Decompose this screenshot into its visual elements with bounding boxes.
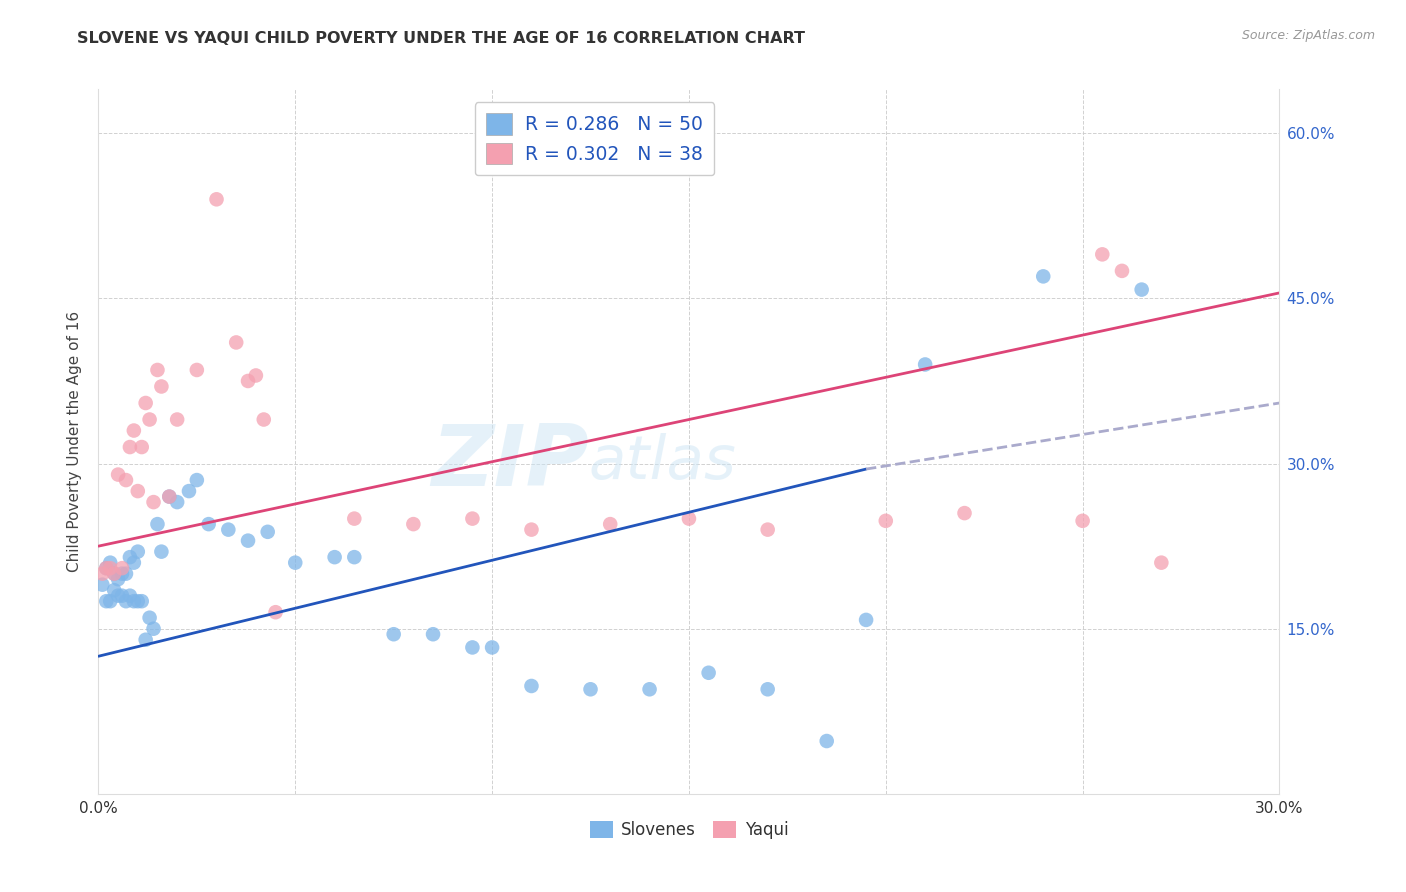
Point: [236, 374, 259, 388]
Point: [382, 627, 405, 641]
Point: [91, 566, 114, 581]
Point: [914, 358, 936, 372]
Point: [131, 440, 153, 454]
Text: ZIP: ZIP: [430, 421, 589, 504]
Point: [1111, 264, 1133, 278]
Point: [197, 517, 219, 532]
Point: [815, 734, 838, 748]
Point: [146, 517, 169, 532]
Point: [91, 577, 114, 591]
Point: [756, 523, 779, 537]
Point: [138, 412, 160, 426]
Point: [98, 594, 121, 608]
Point: [111, 566, 134, 581]
Point: [166, 495, 188, 509]
Point: [1130, 283, 1153, 297]
Text: atlas: atlas: [589, 434, 737, 492]
Point: [225, 335, 247, 350]
Point: [98, 561, 121, 575]
Point: [678, 511, 700, 525]
Point: [461, 511, 484, 525]
Text: SLOVENE VS YAQUI CHILD POVERTY UNDER THE AGE OF 16 CORRELATION CHART: SLOVENE VS YAQUI CHILD POVERTY UNDER THE…: [77, 31, 806, 46]
Point: [343, 511, 366, 525]
Point: [122, 594, 145, 608]
Point: [264, 605, 287, 619]
Point: [118, 440, 141, 454]
Point: [150, 544, 173, 558]
Point: [481, 640, 503, 655]
Point: [245, 368, 267, 383]
Point: [186, 473, 208, 487]
Point: [599, 517, 621, 532]
Point: [115, 566, 138, 581]
Point: [520, 679, 543, 693]
Point: [697, 665, 720, 680]
Point: [166, 412, 188, 426]
Point: [323, 550, 346, 565]
Point: [875, 514, 897, 528]
Point: [96, 594, 118, 608]
Point: [205, 192, 228, 206]
Point: [115, 594, 138, 608]
Point: [96, 561, 118, 575]
Point: [118, 589, 141, 603]
Point: [253, 412, 276, 426]
Point: [142, 622, 165, 636]
Point: [131, 594, 153, 608]
Point: [236, 533, 259, 548]
Point: [103, 566, 125, 581]
Point: [122, 424, 145, 438]
Point: [177, 484, 200, 499]
Point: [579, 682, 602, 697]
Point: [343, 550, 366, 565]
Point: [461, 640, 484, 655]
Legend: Slovenes, Yaqui: Slovenes, Yaqui: [583, 814, 794, 846]
Point: [1091, 247, 1114, 261]
Point: [520, 523, 543, 537]
Point: [422, 627, 444, 641]
Point: [1032, 269, 1054, 284]
Point: [98, 556, 121, 570]
Point: [107, 589, 129, 603]
Y-axis label: Child Poverty Under the Age of 16: Child Poverty Under the Age of 16: [67, 311, 83, 572]
Point: [107, 572, 129, 586]
Point: [638, 682, 661, 697]
Point: [186, 363, 208, 377]
Point: [107, 467, 129, 482]
Point: [1150, 556, 1173, 570]
Point: [284, 556, 307, 570]
Point: [111, 589, 134, 603]
Point: [122, 556, 145, 570]
Point: [1071, 514, 1094, 528]
Point: [402, 517, 425, 532]
Point: [157, 490, 180, 504]
Point: [146, 363, 169, 377]
Point: [118, 550, 141, 565]
Point: [103, 583, 125, 598]
Point: [855, 613, 877, 627]
Point: [138, 610, 160, 624]
Point: [103, 566, 125, 581]
Point: [111, 561, 134, 575]
Point: [115, 473, 138, 487]
Point: [150, 379, 173, 393]
Point: [142, 495, 165, 509]
Point: [127, 594, 149, 608]
Point: [96, 561, 118, 575]
Point: [127, 544, 149, 558]
Point: [953, 506, 976, 520]
Point: [217, 523, 239, 537]
Point: [135, 396, 157, 410]
Point: [157, 490, 180, 504]
Text: Source: ZipAtlas.com: Source: ZipAtlas.com: [1241, 29, 1375, 42]
Point: [756, 682, 779, 697]
Point: [256, 524, 278, 539]
Point: [127, 484, 149, 499]
Point: [135, 632, 157, 647]
